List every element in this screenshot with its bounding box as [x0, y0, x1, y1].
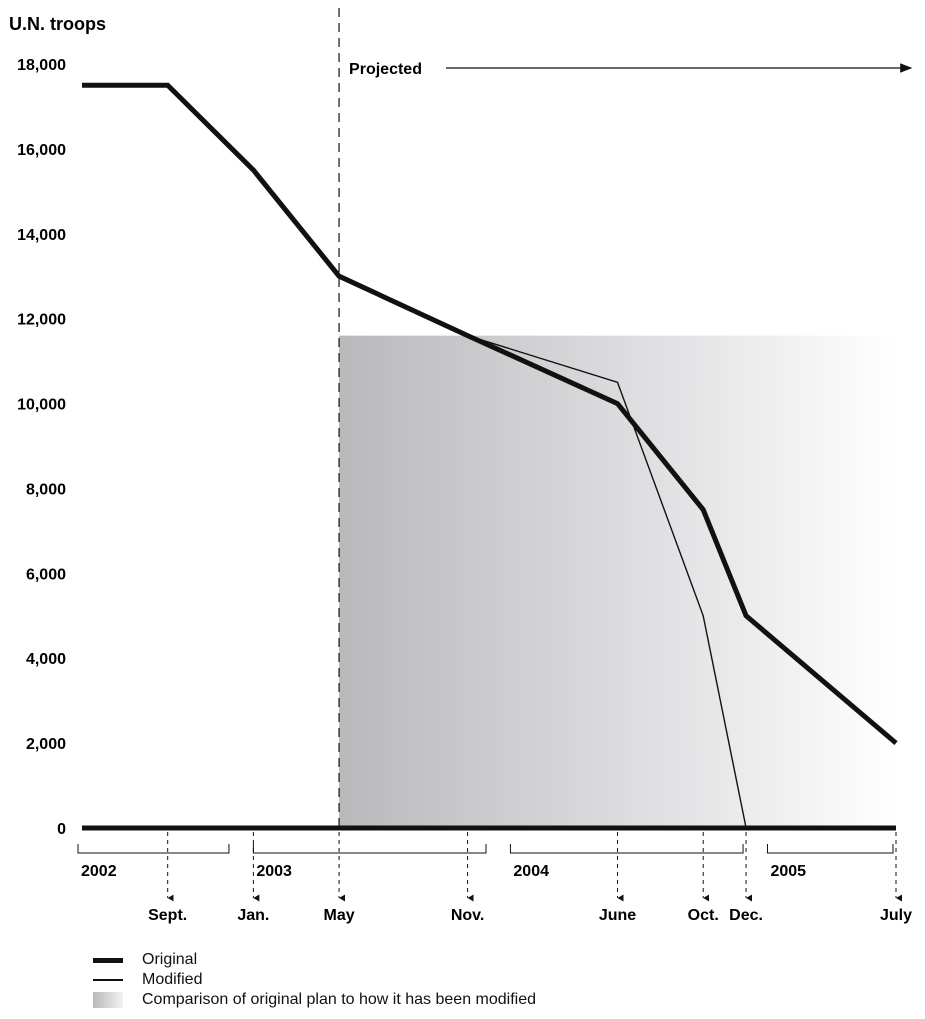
- month-label: Dec.: [729, 907, 763, 924]
- legend-label-original: Original: [142, 951, 198, 968]
- month-marker: Jan.: [237, 832, 269, 924]
- legend: Original Modified Comparison of original…: [93, 950, 536, 1010]
- y-tick-label: 18,000: [17, 57, 66, 74]
- y-axis-label: U.N. troops: [9, 14, 106, 34]
- month-label: Jan.: [237, 907, 269, 924]
- legend-item-shade: Comparison of original plan to how it ha…: [93, 990, 536, 1010]
- year-bracket-line: [77, 844, 230, 854]
- y-tick-label: 12,000: [17, 312, 66, 329]
- y-tick-label: 0: [57, 821, 66, 838]
- month-label: Sept.: [148, 907, 187, 924]
- year-bracket: 2004: [509, 844, 744, 880]
- year-label: 2002: [81, 863, 117, 880]
- month-label: Oct.: [688, 907, 719, 924]
- y-tick-label: 10,000: [17, 397, 66, 414]
- month-label: May: [323, 907, 354, 924]
- y-tick-label: 4,000: [26, 651, 66, 668]
- year-bracket: 2005: [766, 844, 894, 880]
- month-marker: Sept.: [148, 832, 187, 924]
- legend-item-original: Original: [93, 950, 536, 970]
- original-swatch: [93, 957, 123, 963]
- year-label: 2005: [770, 863, 806, 880]
- month-marker: May: [323, 832, 355, 924]
- y-tick-label: 16,000: [17, 142, 66, 159]
- year-bracket: 2002: [77, 844, 230, 880]
- shade-swatch: [93, 992, 123, 1008]
- year-label: 2003: [256, 863, 292, 880]
- month-marker: June: [599, 832, 636, 924]
- legend-item-modified: Modified: [93, 970, 536, 990]
- year-bracket-line: [252, 844, 487, 854]
- month-label: Nov.: [451, 907, 484, 924]
- projected-label: Projected: [349, 61, 422, 78]
- y-tick-label: 2,000: [26, 736, 66, 753]
- y-tick-label: 8,000: [26, 481, 66, 498]
- comparison-shade: [339, 335, 897, 828]
- year-label: 2004: [513, 863, 549, 880]
- month-marker: July: [880, 832, 912, 924]
- y-tick-label: 14,000: [17, 227, 66, 244]
- year-bracket: 2003: [252, 844, 487, 880]
- y-tick-label: 6,000: [26, 566, 66, 583]
- year-bracket-line: [509, 844, 744, 854]
- troop-chart: U.N. troops 18,000 16,000 14,000 12,000 10,0…: [9, 8, 913, 924]
- modified-swatch: [93, 979, 123, 981]
- year-bracket-line: [766, 844, 894, 854]
- month-marker: Oct.: [688, 832, 719, 924]
- month-label: July: [880, 907, 912, 924]
- month-label: June: [599, 907, 636, 924]
- month-marker: Dec.: [729, 832, 763, 924]
- month-marker: Nov.: [451, 832, 484, 924]
- legend-label-modified: Modified: [142, 971, 203, 988]
- legend-label-shade: Comparison of original plan to how it ha…: [142, 991, 537, 1008]
- series-line-modified: [467, 334, 747, 829]
